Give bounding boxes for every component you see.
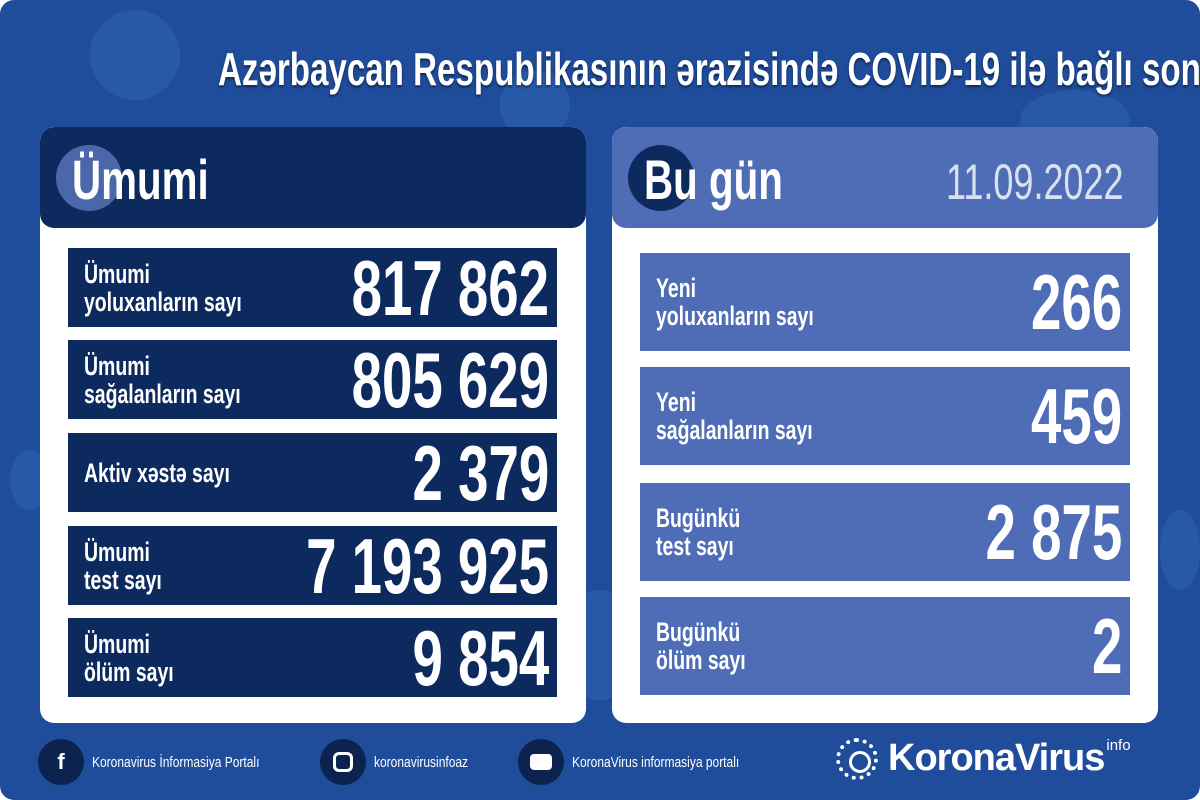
today-date: 11.09.2022 bbox=[946, 154, 1124, 210]
facebook-link[interactable]: f Koronavirus İnformasiya Portalı bbox=[38, 739, 301, 785]
stat-value: 2 bbox=[1091, 602, 1122, 690]
stat-row: Yeni yoluxanların sayı 266 bbox=[640, 253, 1130, 351]
stat-value: 2 379 bbox=[412, 428, 549, 517]
youtube-link[interactable]: KoronaVirus informasiya portalı bbox=[518, 739, 781, 785]
stat-value: 7 193 925 bbox=[306, 521, 549, 610]
total-header: Ümumi bbox=[40, 127, 586, 228]
stat-label: Bugünkü test sayı bbox=[656, 503, 741, 561]
koronavirus-logo: KoronaVirus info bbox=[836, 737, 1131, 780]
youtube-label: KoronaVirus informasiya portalı bbox=[572, 753, 740, 771]
virus-icon bbox=[56, 145, 122, 211]
today-header: Bu gün 11.09.2022 bbox=[612, 127, 1158, 228]
youtube-icon bbox=[518, 739, 564, 785]
virus-icon bbox=[628, 145, 694, 211]
stat-label: Ümumi ölüm sayı bbox=[84, 628, 174, 687]
page-title: Azərbaycan Respublikasının ərazisində CO… bbox=[217, 43, 1200, 95]
instagram-label: koronavirusinfoaz bbox=[374, 753, 469, 771]
stat-label: Yeni yoluxanların sayı bbox=[656, 273, 814, 331]
stat-value: 805 629 bbox=[351, 335, 549, 424]
stat-row: Yeni sağalanların sayı 459 bbox=[640, 367, 1130, 465]
instagram-link[interactable]: koronavirusinfoaz bbox=[320, 739, 492, 785]
stat-value: 266 bbox=[1030, 258, 1122, 346]
sun-logo-icon bbox=[836, 737, 878, 780]
total-heading: Ümumi bbox=[72, 148, 209, 211]
facebook-label: Koronavirus İnformasiya Portalı bbox=[92, 753, 260, 771]
stat-value: 459 bbox=[1030, 372, 1122, 460]
stat-value: 2 875 bbox=[985, 488, 1122, 576]
stat-label: Yeni sağalanların sayı bbox=[656, 387, 813, 445]
stat-row: Ümumi test sayı 7 193 925 bbox=[68, 521, 557, 610]
instagram-icon bbox=[320, 739, 366, 785]
virus-decoration-icon bbox=[1160, 510, 1200, 590]
footer: f Koronavirus İnformasiya Portalı korona… bbox=[0, 735, 1200, 789]
stat-label: Ümumi sağalanların sayı bbox=[84, 350, 241, 409]
virus-decoration-icon bbox=[90, 10, 180, 100]
today-heading: Bu gün bbox=[644, 148, 783, 211]
stat-row: Bugünkü ölüm sayı 2 bbox=[640, 597, 1130, 695]
today-panel: Bu gün 11.09.2022 Yeni yoluxanların sayı 2… bbox=[612, 127, 1158, 723]
stat-value: 817 862 bbox=[351, 243, 549, 332]
stat-label: Ümumi test sayı bbox=[84, 536, 162, 595]
stat-row: Ümumi sağalanların sayı 805 629 bbox=[68, 335, 557, 424]
stat-row: Bugünkü test sayı 2 875 bbox=[640, 483, 1130, 581]
stat-label: Ümumi yoluxanların sayı bbox=[84, 258, 242, 317]
facebook-icon: f bbox=[38, 739, 84, 785]
stat-row: Aktiv xəstə sayı 2 379 bbox=[68, 428, 557, 517]
stat-label: Aktiv xəstə sayı bbox=[84, 457, 230, 488]
stat-row: Ümumi ölüm sayı 9 854 bbox=[68, 613, 557, 702]
stat-row: Ümumi yoluxanların sayı 817 862 bbox=[68, 243, 557, 332]
stat-value: 9 854 bbox=[412, 613, 549, 702]
stat-label: Bugünkü ölüm sayı bbox=[656, 617, 746, 675]
logo-name: KoronaVirus bbox=[888, 737, 1105, 779]
total-panel: Ümumi Ümumi yoluxanların sayı 817 862 Ümumi… bbox=[40, 127, 586, 723]
logo-sup: info bbox=[1106, 737, 1131, 754]
